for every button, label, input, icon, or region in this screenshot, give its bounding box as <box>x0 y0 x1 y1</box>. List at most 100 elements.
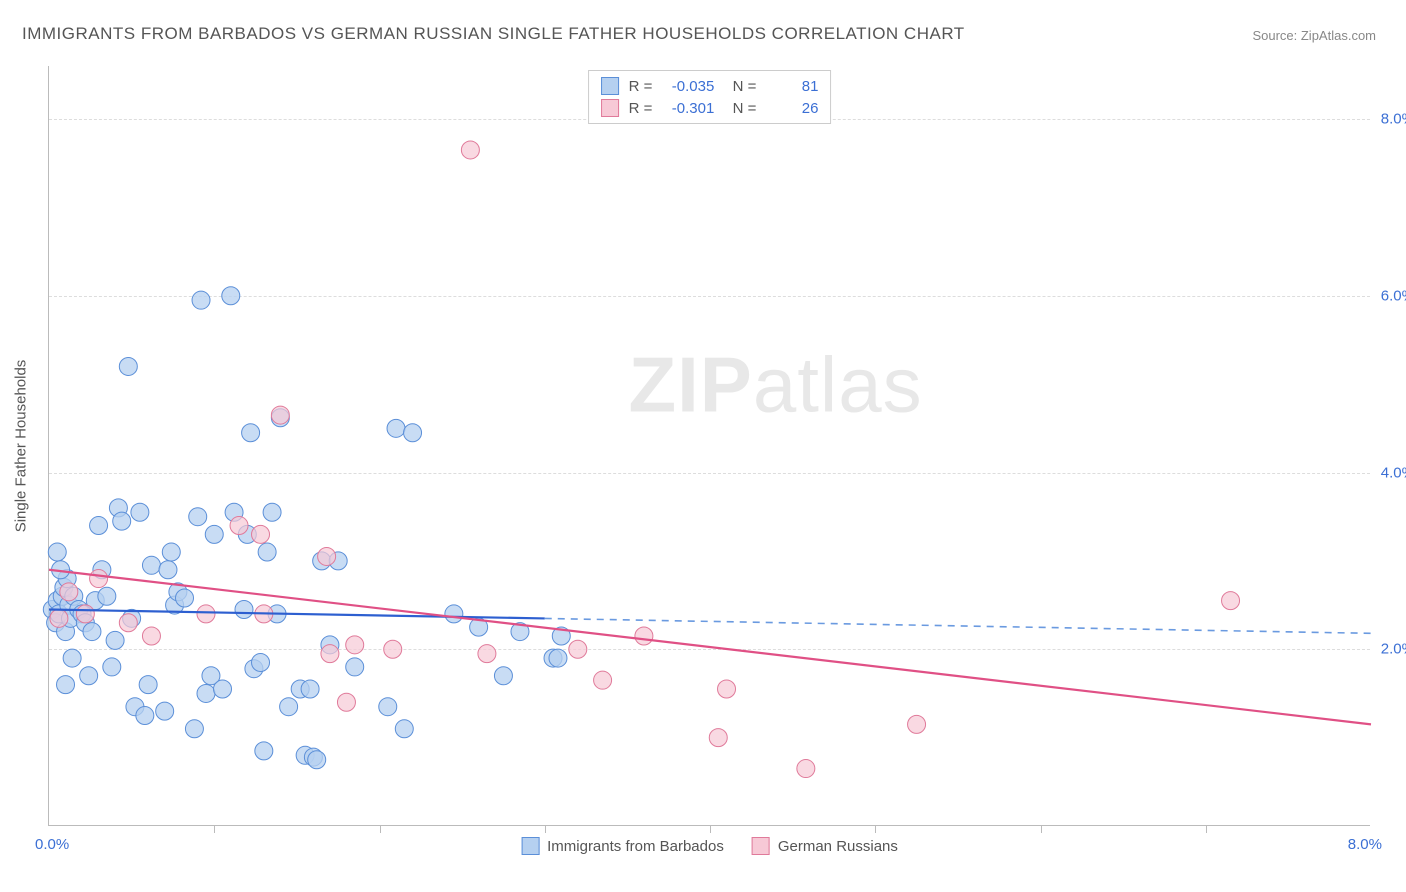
legend-label-1: Immigrants from Barbados <box>547 838 724 855</box>
data-point <box>113 512 131 530</box>
swatch-blue-icon <box>521 837 539 855</box>
swatch-blue-icon <box>601 77 619 95</box>
data-point <box>346 636 364 654</box>
r-label: R = <box>629 78 653 95</box>
data-point <box>346 658 364 676</box>
data-point <box>119 614 137 632</box>
data-point <box>301 680 319 698</box>
data-point <box>205 525 223 543</box>
data-point <box>280 698 298 716</box>
data-point <box>50 609 68 627</box>
trend-line <box>49 570 1371 725</box>
source-label: Source: ZipAtlas.com <box>1252 28 1376 43</box>
data-point <box>635 627 653 645</box>
data-point <box>106 631 124 649</box>
data-point <box>197 684 215 702</box>
data-point <box>797 760 815 778</box>
series-legend: Immigrants from Barbados German Russians <box>521 837 898 855</box>
data-point <box>387 419 405 437</box>
data-point <box>80 667 98 685</box>
y-tick-label: 2.0% <box>1381 641 1406 658</box>
data-point <box>60 583 78 601</box>
data-point <box>176 589 194 607</box>
data-point <box>156 702 174 720</box>
data-point <box>445 605 463 623</box>
correlation-legend: R = -0.035 N = 81 R = -0.301 N = 26 <box>588 70 832 124</box>
data-point <box>90 570 108 588</box>
data-point <box>214 680 232 698</box>
data-point <box>76 605 94 623</box>
data-point <box>57 676 75 694</box>
data-point <box>379 698 397 716</box>
data-point <box>718 680 736 698</box>
chart-area: ZIPatlas Single Father Households 2.0%4.… <box>48 66 1370 826</box>
data-point <box>1222 592 1240 610</box>
correlation-row-1: R = -0.035 N = 81 <box>601 75 819 97</box>
n-value-2: 26 <box>764 100 818 117</box>
data-point <box>162 543 180 561</box>
data-point <box>142 627 160 645</box>
data-point <box>136 707 154 725</box>
data-point <box>197 605 215 623</box>
n-label: N = <box>724 78 756 95</box>
data-point <box>709 729 727 747</box>
data-point <box>48 543 66 561</box>
x-axis-max-label: 8.0% <box>1348 836 1382 853</box>
y-tick-label: 4.0% <box>1381 464 1406 481</box>
data-point <box>139 676 157 694</box>
data-point <box>185 720 203 738</box>
data-point <box>222 287 240 305</box>
data-point <box>321 645 339 663</box>
chart-title: IMMIGRANTS FROM BARBADOS VS GERMAN RUSSI… <box>22 24 965 44</box>
r-label: R = <box>629 100 653 117</box>
data-point <box>119 357 137 375</box>
plot-svg <box>49 66 1370 825</box>
data-point <box>318 547 336 565</box>
legend-item-2: German Russians <box>752 837 898 855</box>
legend-label-2: German Russians <box>778 838 898 855</box>
data-point <box>242 424 260 442</box>
data-point <box>908 715 926 733</box>
data-point <box>263 503 281 521</box>
correlation-row-2: R = -0.301 N = 26 <box>601 97 819 119</box>
data-point <box>404 424 422 442</box>
trend-line-extrapolated <box>545 618 1371 633</box>
data-point <box>230 517 248 535</box>
swatch-pink-icon <box>752 837 770 855</box>
data-point <box>63 649 81 667</box>
data-point <box>549 649 567 667</box>
data-point <box>478 645 496 663</box>
data-point <box>569 640 587 658</box>
data-point <box>395 720 413 738</box>
data-point <box>384 640 402 658</box>
data-point <box>461 141 479 159</box>
data-point <box>235 600 253 618</box>
y-axis-label: Single Father Households <box>13 359 30 532</box>
n-value-1: 81 <box>764 78 818 95</box>
data-point <box>252 525 270 543</box>
legend-item-1: Immigrants from Barbados <box>521 837 724 855</box>
x-axis-min-label: 0.0% <box>35 836 69 853</box>
y-tick-label: 8.0% <box>1381 111 1406 128</box>
data-point <box>494 667 512 685</box>
data-point <box>258 543 276 561</box>
data-point <box>594 671 612 689</box>
data-point <box>131 503 149 521</box>
data-point <box>98 587 116 605</box>
data-point <box>159 561 177 579</box>
data-point <box>83 623 101 641</box>
data-point <box>189 508 207 526</box>
data-point <box>308 751 326 769</box>
data-point <box>255 742 273 760</box>
r-value-1: -0.035 <box>660 78 714 95</box>
data-point <box>90 517 108 535</box>
swatch-pink-icon <box>601 99 619 117</box>
data-point <box>142 556 160 574</box>
data-point <box>252 654 270 672</box>
data-point <box>337 693 355 711</box>
y-tick-label: 6.0% <box>1381 287 1406 304</box>
data-point <box>271 406 289 424</box>
n-label: N = <box>724 100 756 117</box>
r-value-2: -0.301 <box>660 100 714 117</box>
data-point <box>192 291 210 309</box>
